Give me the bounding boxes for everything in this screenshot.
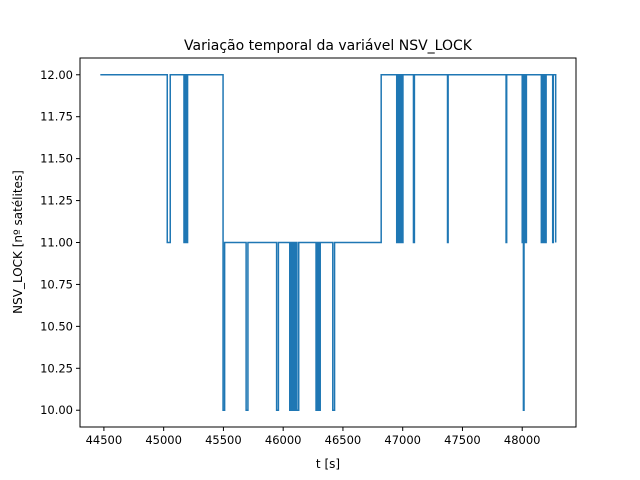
y-axis-ticks: 10.00 10.25 10.50 10.75 11.00 11.25 11.50 11.75…: [40, 68, 80, 417]
y-tick-label-3: 10.75: [40, 277, 73, 291]
x-axis-label: t [s]: [316, 457, 340, 471]
x-tick-label-6: 47500: [444, 433, 481, 447]
series-line-0: [100, 74, 557, 411]
plot-area: [100, 74, 557, 411]
y-tick-label-5: 11.25: [40, 194, 73, 208]
x-tick-label-2: 45500: [205, 433, 242, 447]
x-tick-label-7: 48000: [504, 433, 541, 447]
y-tick-label-8: 12.00: [40, 68, 73, 82]
x-tick-label-1: 45000: [145, 433, 182, 447]
y-tick-label-4: 11.00: [40, 236, 73, 250]
y-axis-label: NSV_LOCK [nº satélites]: [11, 170, 25, 314]
y-tick-label-7: 11.75: [40, 110, 73, 124]
chart-title: Variação temporal da variável NSV_LOCK: [184, 38, 473, 54]
x-tick-label-4: 46500: [325, 433, 362, 447]
y-tick-label-0: 10.00: [40, 403, 73, 417]
y-tick-label-6: 11.50: [40, 152, 73, 166]
x-tick-label-5: 47000: [384, 433, 421, 447]
y-tick-label-2: 10.50: [40, 319, 73, 333]
x-tick-label-3: 46000: [265, 433, 302, 447]
x-tick-label-0: 44500: [86, 433, 123, 447]
y-tick-label-1: 10.25: [40, 361, 73, 375]
x-axis-ticks: 44500 45000 45500 46000 46500 47000 47500 48000: [86, 427, 541, 447]
